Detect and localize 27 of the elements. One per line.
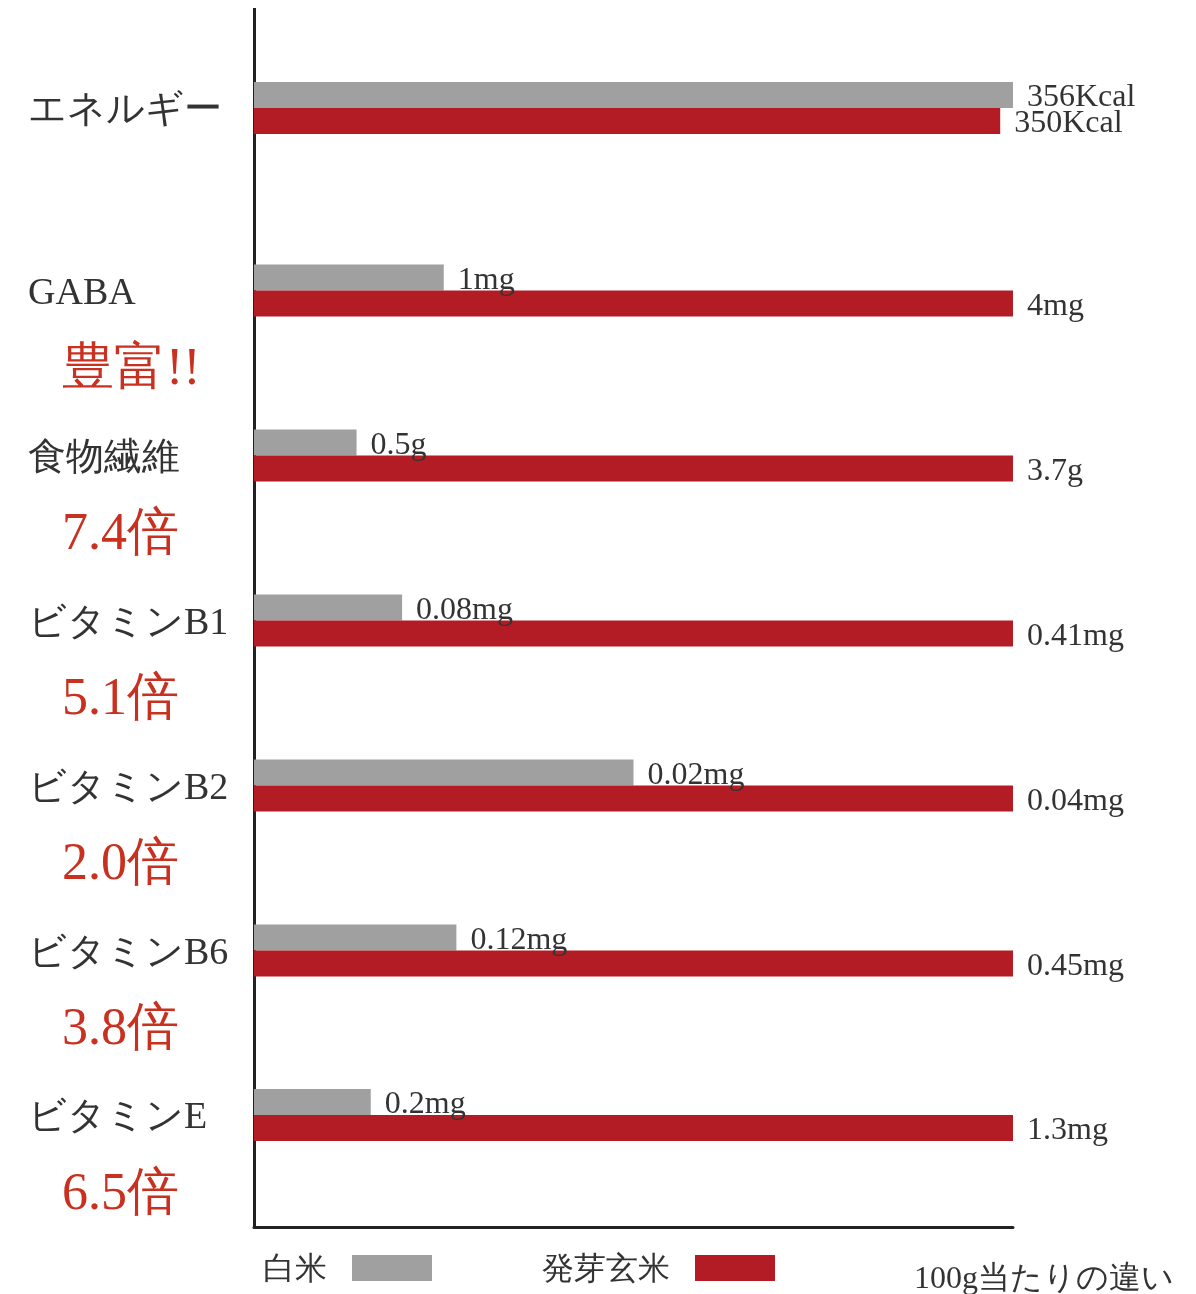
text: 5.1倍 [62, 668, 179, 725]
data-label: 0.08mg [416, 589, 513, 626]
data-label: 0.41mg [1027, 615, 1124, 652]
data-label: 3.7g [1027, 450, 1083, 487]
text: 豊富!! [62, 338, 201, 395]
data-label: 0.45mg [1027, 945, 1124, 982]
data-label: 1mg [457, 259, 515, 296]
text: 3.8倍 [62, 998, 179, 1055]
text: 7.4倍 [62, 503, 179, 560]
data-label: 0.04mg [1027, 780, 1124, 817]
data-label: 0.02mg [647, 754, 745, 791]
data-label: 0.5g [370, 424, 427, 461]
data-label: 4mg [1027, 285, 1084, 322]
y-tick-label: ビタミンB1 [28, 599, 229, 642]
y-tick-label: ビタミンB6 [28, 929, 229, 972]
data-label: 0.2mg [384, 1084, 466, 1120]
legend-label: 白米 [263, 1250, 327, 1286]
y-tick-label: ビタミンE [28, 1094, 208, 1136]
y-tick-label: ビタミンB2 [28, 764, 229, 807]
y-tick-label: エネルギー [28, 87, 222, 129]
legend-label: 発芽玄米 [542, 1250, 670, 1286]
data-label: 1.3mg [1027, 1110, 1108, 1146]
y-tick-label: 食物繊維 [28, 434, 180, 477]
y-tick-label: GABA [28, 269, 137, 312]
data-label: 0.12mg [470, 919, 568, 956]
text: 6.5倍 [62, 1162, 179, 1220]
text: 2.0倍 [62, 833, 179, 890]
